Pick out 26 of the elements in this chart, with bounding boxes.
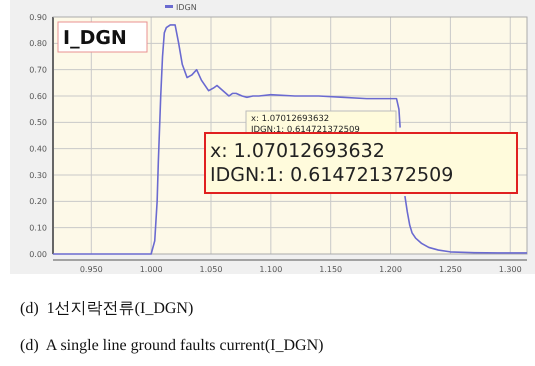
x-tick-label: 1.100 bbox=[259, 265, 282, 274]
y-tick-label: 0.50 bbox=[29, 118, 47, 128]
x-tick-label: 1.250 bbox=[438, 265, 462, 274]
x-tick-label: 1.000 bbox=[140, 265, 163, 274]
y-tick-label: 0.00 bbox=[29, 250, 47, 259]
x-tick-label: 1.150 bbox=[319, 265, 342, 274]
x-tick-label: 1.050 bbox=[200, 265, 222, 274]
x-tick-label: 0.950 bbox=[80, 265, 103, 274]
y-tick-label: 0.40 bbox=[29, 144, 47, 154]
y-tick-label: 0.20 bbox=[29, 197, 47, 206]
annotation: x: 1.07012693632 IDGN:1: 0.614721372509 bbox=[251, 114, 360, 135]
legend-label: IDGN bbox=[176, 2, 197, 12]
y-tick-label: 0.10 bbox=[29, 223, 47, 232]
text: (d) 1선지락전류(I_DGN) bbox=[20, 300, 194, 317]
y-tick-label: 0.30 bbox=[29, 170, 47, 180]
y-tick-label: 0.60 bbox=[29, 92, 47, 101]
x-tick-label: 1.300 bbox=[498, 265, 522, 274]
y-tick-label: 0.90 bbox=[29, 12, 47, 22]
y-tick-label: 0.70 bbox=[29, 65, 47, 74]
text: (d) A single line ground faults current(I_DGN) bbox=[20, 337, 324, 354]
tooltip-box: x: 1.07012693632 IDGN:1: 0.614721372509 bbox=[204, 132, 518, 194]
annotation: x: 1.07012693632 IDGN:1: 0.614721372509 bbox=[210, 140, 454, 186]
y-tick-label: 0.80 bbox=[29, 39, 47, 48]
label-box: I_DGN bbox=[58, 22, 148, 52]
x-tick-label: 1.200 bbox=[379, 265, 402, 274]
annotation: I_DGN bbox=[63, 27, 127, 49]
